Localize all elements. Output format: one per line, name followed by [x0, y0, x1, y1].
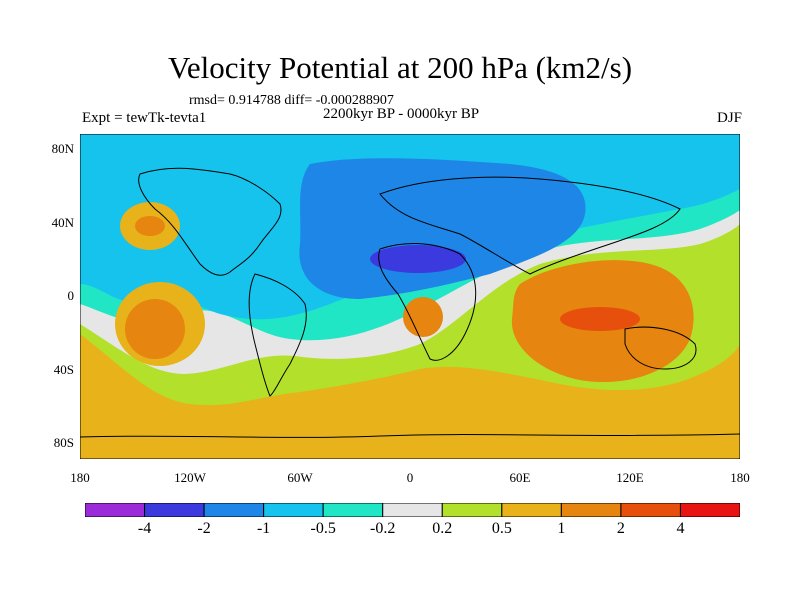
colorbar-swatch [203, 503, 265, 517]
velocity-potential-map [80, 134, 740, 459]
colorbar-label: -0.5 [310, 520, 336, 537]
colorbar-swatch [322, 503, 384, 517]
south-america-outline [248, 273, 307, 397]
colorbar-label: 0.2 [432, 520, 453, 537]
colorbar-label: 0.5 [491, 520, 512, 537]
colorbar-label: -2 [197, 520, 211, 537]
antarctica-outline [80, 433, 740, 438]
lat-tick-label: 80S [53, 435, 74, 450]
north-america-outline [138, 167, 282, 276]
experiment-label: Expt = tewTk-tevta1 [82, 110, 207, 126]
colorbar-swatch [560, 503, 622, 517]
eurasia-outline [379, 176, 681, 275]
africa-outline [378, 243, 477, 361]
colorbar-swatch [382, 503, 443, 517]
colorbar-label: 1 [557, 520, 566, 537]
lat-tick-label: 0 [67, 288, 75, 303]
lon-tick-label: 60W [287, 470, 313, 485]
colorbar-swatch [263, 503, 324, 517]
stats-text: rmsd= 0.914788 diff= -0.000288907 [189, 93, 394, 108]
lon-tick-label: 0 [406, 470, 414, 485]
colorbar-swatch [501, 503, 562, 517]
chart-title: Velocity Potential at 200 hPa (km2/s) [167, 50, 633, 85]
lat-tick-label: 40N [51, 215, 74, 230]
lon-tick-label: 120E [616, 470, 644, 485]
colorbar-swatch [85, 503, 146, 517]
lat-tick-label: 80N [51, 141, 74, 156]
colorbar-label: 2 [616, 520, 625, 537]
colorbar-label: 4 [676, 520, 685, 537]
australia-outline [624, 326, 697, 370]
colorbar [85, 503, 740, 517]
colorbar-label: -1 [256, 520, 271, 537]
colorbar-swatch [620, 503, 681, 517]
lon-tick-label: 60E [509, 470, 531, 485]
lat-tick-label: 40S [53, 362, 74, 377]
season-label: DJF [716, 110, 742, 126]
colorbar-swatch [144, 503, 205, 517]
colorbar-label: -0.2 [370, 520, 396, 537]
colorbar-swatch [441, 503, 503, 517]
lon-tick-label: 180 [70, 470, 90, 485]
colorbar-label: -4 [137, 520, 152, 537]
colorbar-swatch [679, 503, 740, 517]
period-label: 2200kyr BP - 0000kyr BP [323, 106, 480, 122]
lon-tick-label: 120W [174, 470, 206, 485]
lon-tick-label: 180 [730, 470, 750, 485]
